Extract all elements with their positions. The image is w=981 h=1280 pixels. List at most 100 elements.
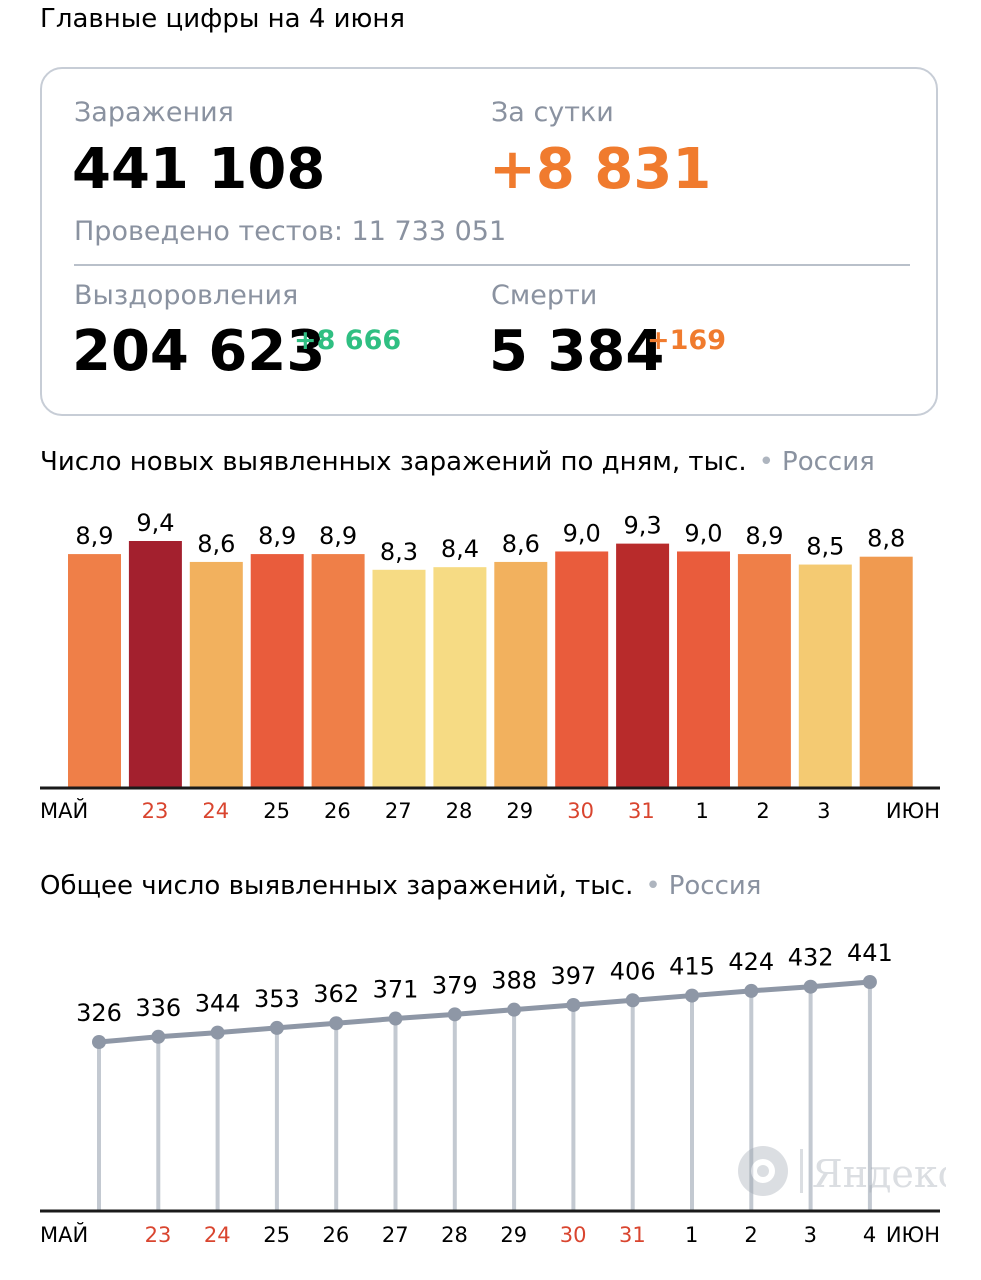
infections-value: 441 108 <box>72 137 326 202</box>
total-point <box>625 993 640 1008</box>
daily-x-tick-label: 23 <box>142 799 169 823</box>
daily-bar-value-label: 8,4 <box>441 535 479 563</box>
total-point <box>862 975 877 989</box>
summary-card: Заражения 441 108 За сутки +8 831 Провед… <box>40 67 938 416</box>
daily-bar-value-label: 8,6 <box>502 530 540 558</box>
daily-bar <box>737 554 791 787</box>
total-x-tick-label: 2 <box>744 1223 757 1247</box>
total-point <box>803 979 818 994</box>
recoveries-value: 204 623 <box>72 319 326 384</box>
daily-bar-value-label: 8,9 <box>75 522 113 550</box>
daily-bar-value-label: 8,6 <box>197 530 235 558</box>
total-point <box>507 1002 522 1017</box>
total-point <box>269 1020 284 1035</box>
infections-label: Заражения <box>74 97 234 128</box>
total-chart-title-text: Общее число выявленных заражений, тыс. <box>40 871 634 901</box>
card-divider <box>74 264 910 266</box>
total-x-tick-label: 30 <box>560 1223 587 1247</box>
total-value-label: 432 <box>788 944 834 972</box>
total-value-label: 397 <box>550 962 596 990</box>
daily-bar <box>677 551 730 787</box>
total-x-tick-label: 3 <box>804 1223 817 1247</box>
total-x-tick-label: 23 <box>145 1223 172 1247</box>
total-x-tick-label: 31 <box>619 1223 646 1247</box>
total-point <box>210 1025 225 1040</box>
daily-x-tick-label: 31 <box>628 799 655 823</box>
total-point <box>685 988 699 1003</box>
daily-bar-value-label: 9,4 <box>136 509 174 537</box>
daily-x-tick-label: 3 <box>817 799 830 823</box>
daily-bar-value-label: 8,5 <box>806 533 844 561</box>
total-x-tick-label: 26 <box>323 1223 350 1247</box>
separator-dot: • <box>645 871 661 901</box>
total-x-tick-label: 27 <box>382 1223 409 1247</box>
daily-x-tick-label: 2 <box>756 799 769 823</box>
total-value-label: 336 <box>135 994 181 1022</box>
total-x-tick-label: 1 <box>685 1223 698 1247</box>
daily-x-tick-label: 29 <box>506 799 533 823</box>
daily-bar <box>189 561 243 787</box>
daily-bar-value-label: 8,9 <box>319 522 357 550</box>
total-value-label: 353 <box>254 985 300 1013</box>
deaths-label: Смерти <box>491 280 598 311</box>
daily-x-tick-label: 30 <box>567 799 594 823</box>
total-value-label: 379 <box>432 971 478 999</box>
total-series-line <box>98 979 871 1045</box>
total-value-label: 388 <box>491 967 537 995</box>
total-point <box>447 1007 462 1022</box>
total-x-tick-label: 4 <box>863 1223 876 1247</box>
total-x-tick-label: 29 <box>500 1223 527 1247</box>
daily-bar <box>433 567 487 787</box>
total-x-tick-label: 24 <box>204 1223 231 1247</box>
daily-bar-value-label: 8,3 <box>380 538 418 566</box>
daily-x-tick-label: 28 <box>446 799 473 823</box>
total-value-label: 424 <box>728 948 774 976</box>
daily-bar-value-label: 8,8 <box>867 525 905 553</box>
daily-bar-chart: 8,9 9,4 8,6 8,9 8,9 8,3 8,4 8,6 9,0 9,3 9,0 8,9 8,5 8… <box>40 509 940 823</box>
total-value-label: 441 <box>847 939 893 967</box>
total-value-label: 415 <box>669 953 715 981</box>
daily-bar <box>859 556 913 787</box>
total-x-tick-label: 25 <box>263 1223 290 1247</box>
total-point <box>566 997 581 1012</box>
daily-x-tick-label: 26 <box>324 799 351 823</box>
tests-text: Проведено тестов: 11 733 051 <box>74 216 507 247</box>
daily-bar <box>372 569 426 787</box>
daily-bar-value-label: 9,3 <box>624 512 662 540</box>
daily-bar-value-label: 9,0 <box>563 519 601 547</box>
recoveries-delta: +8 666 <box>294 325 402 356</box>
total-point <box>388 1011 403 1026</box>
total-chart-title: Общее число выявленных заражений, тыс. • Р… <box>40 871 761 901</box>
deaths-value: 5 384 <box>489 319 665 384</box>
total-point <box>744 983 759 998</box>
total-value-label: 362 <box>313 980 359 1008</box>
daily-bar <box>250 554 304 787</box>
total-point <box>92 1035 106 1049</box>
total-value-label: 406 <box>610 957 656 985</box>
total-x-tick-label: ИЮН <box>886 1223 940 1247</box>
daily-bar-value-label: 9,0 <box>684 519 722 547</box>
total-value-label: 344 <box>195 990 241 1018</box>
recoveries-label: Выздоровления <box>74 280 299 311</box>
daily-bar <box>616 543 670 787</box>
total-value-label: 371 <box>373 976 419 1004</box>
daily-chart-title: Число новых выявленных заражений по дням… <box>40 447 875 477</box>
daily-bar <box>68 554 121 787</box>
page-title: Главные цифры на 4 июня <box>40 4 406 34</box>
daily-chart-title-text: Число новых выявленных заражений по дням… <box>40 447 747 477</box>
daily-x-tick-label: 1 <box>696 799 709 823</box>
total-x-tick-label: МАЙ <box>40 1222 88 1247</box>
deaths-delta: +169 <box>647 325 726 356</box>
total-point <box>329 1016 344 1031</box>
daily-x-tick-label: 24 <box>202 799 229 823</box>
svg-text:Яндекс: Яндекс <box>812 1152 946 1196</box>
daily-x-tick-label: 27 <box>385 799 412 823</box>
daily-bar-value-label: 8,9 <box>745 522 783 550</box>
daily-bar-value-label: 8,9 <box>258 522 296 550</box>
total-x-tick-label: 28 <box>441 1223 468 1247</box>
daily-chart-region-link[interactable]: Россия <box>782 447 875 477</box>
total-chart-region-link[interactable]: Россия <box>668 871 762 901</box>
yandex-logo: Яндекс <box>738 1146 946 1196</box>
daily-bar <box>311 554 365 787</box>
total-point <box>151 1029 166 1044</box>
